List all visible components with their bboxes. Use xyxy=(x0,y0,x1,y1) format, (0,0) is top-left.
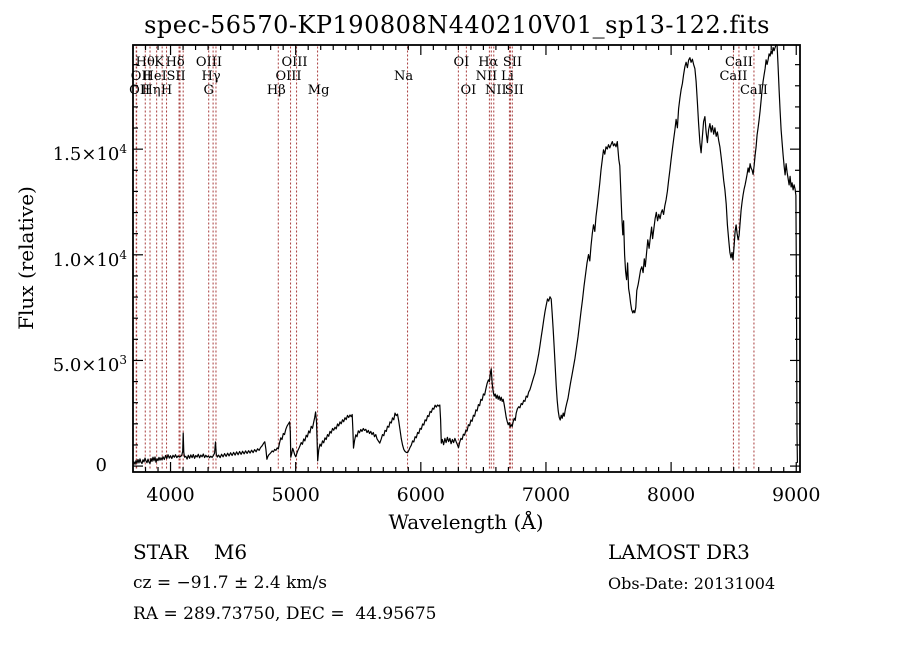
spectral-line-label: CaII xyxy=(739,83,768,98)
spectrum-trace xyxy=(132,44,798,465)
spectral-line-label: Hβ xyxy=(266,83,286,98)
spectral-line-label: SII xyxy=(502,55,523,70)
radial-velocity-text: cz = −91.7 ± 2.4 km/s xyxy=(133,573,327,593)
y-tick-label: 1.5×104 xyxy=(52,142,127,166)
spectral-line-label: G xyxy=(203,83,214,98)
spectral-line-label: Hη xyxy=(141,83,161,98)
spectral-lines-group xyxy=(135,46,755,471)
spectral-line-label: SII xyxy=(166,69,186,84)
spectral-line-label: OI xyxy=(453,55,470,70)
spectral-line-label: OII xyxy=(129,83,151,98)
x-tick-label: 9000 xyxy=(772,484,821,506)
x-tick-label: 7000 xyxy=(521,484,571,506)
spectral-line-label: OIII xyxy=(281,55,308,70)
x-axis-label: Wavelength (Å) xyxy=(388,510,544,534)
spectral-line-label: NII xyxy=(484,83,507,98)
ra-dec-text: RA = 289.73750, DEC = 44.95675 xyxy=(133,604,437,624)
spectral-line-label: OIII xyxy=(195,55,222,70)
spectral-line-label: Hθ xyxy=(135,55,155,70)
plot-frame-group xyxy=(132,44,801,473)
plot-title: spec-56570-KP190808N440210V01_sp13-122.f… xyxy=(144,11,770,39)
y-tick-label: 0 xyxy=(95,455,107,477)
spectral-line-label: OIII xyxy=(275,69,302,84)
spectral-line-label: NII xyxy=(475,69,498,84)
spectral-line-label: K xyxy=(154,55,165,70)
object-class-text: STAR M6 xyxy=(133,540,248,564)
spectral-line-label: HeI xyxy=(142,69,167,84)
spectral-line-label: Hγ xyxy=(201,69,221,84)
spectral-line-label: SII xyxy=(504,83,524,98)
spectral-line-label: H xyxy=(160,83,173,98)
x-tick-label: 5000 xyxy=(271,484,320,506)
spectral-line-label: CaII xyxy=(724,55,753,70)
spectral-line-label: Hδ xyxy=(165,55,185,70)
spectral-line-label: OII xyxy=(130,69,152,84)
spectral-line-label: Li xyxy=(501,69,514,84)
survey-release-text: LAMOST DR3 xyxy=(608,540,750,564)
spectral-line-label: Mg xyxy=(307,83,330,98)
spectral-line-label: CaII xyxy=(719,69,748,84)
x-tick-label: 6000 xyxy=(396,484,445,506)
y-tick-label: 5.0×103 xyxy=(52,353,127,377)
spectrum-trace-group xyxy=(132,44,798,465)
spectral-line-label: Na xyxy=(393,69,414,84)
x-tick-label: 8000 xyxy=(646,484,696,506)
spectral-line-label: Hα xyxy=(478,55,499,70)
plot-frame xyxy=(132,44,801,473)
obs-date-text: Obs-Date: 20131004 xyxy=(608,574,776,593)
x-tick-label: 4000 xyxy=(146,484,195,506)
spectral-line-label: OI xyxy=(460,83,477,98)
y-tick-label: 1.0×104 xyxy=(52,247,127,271)
